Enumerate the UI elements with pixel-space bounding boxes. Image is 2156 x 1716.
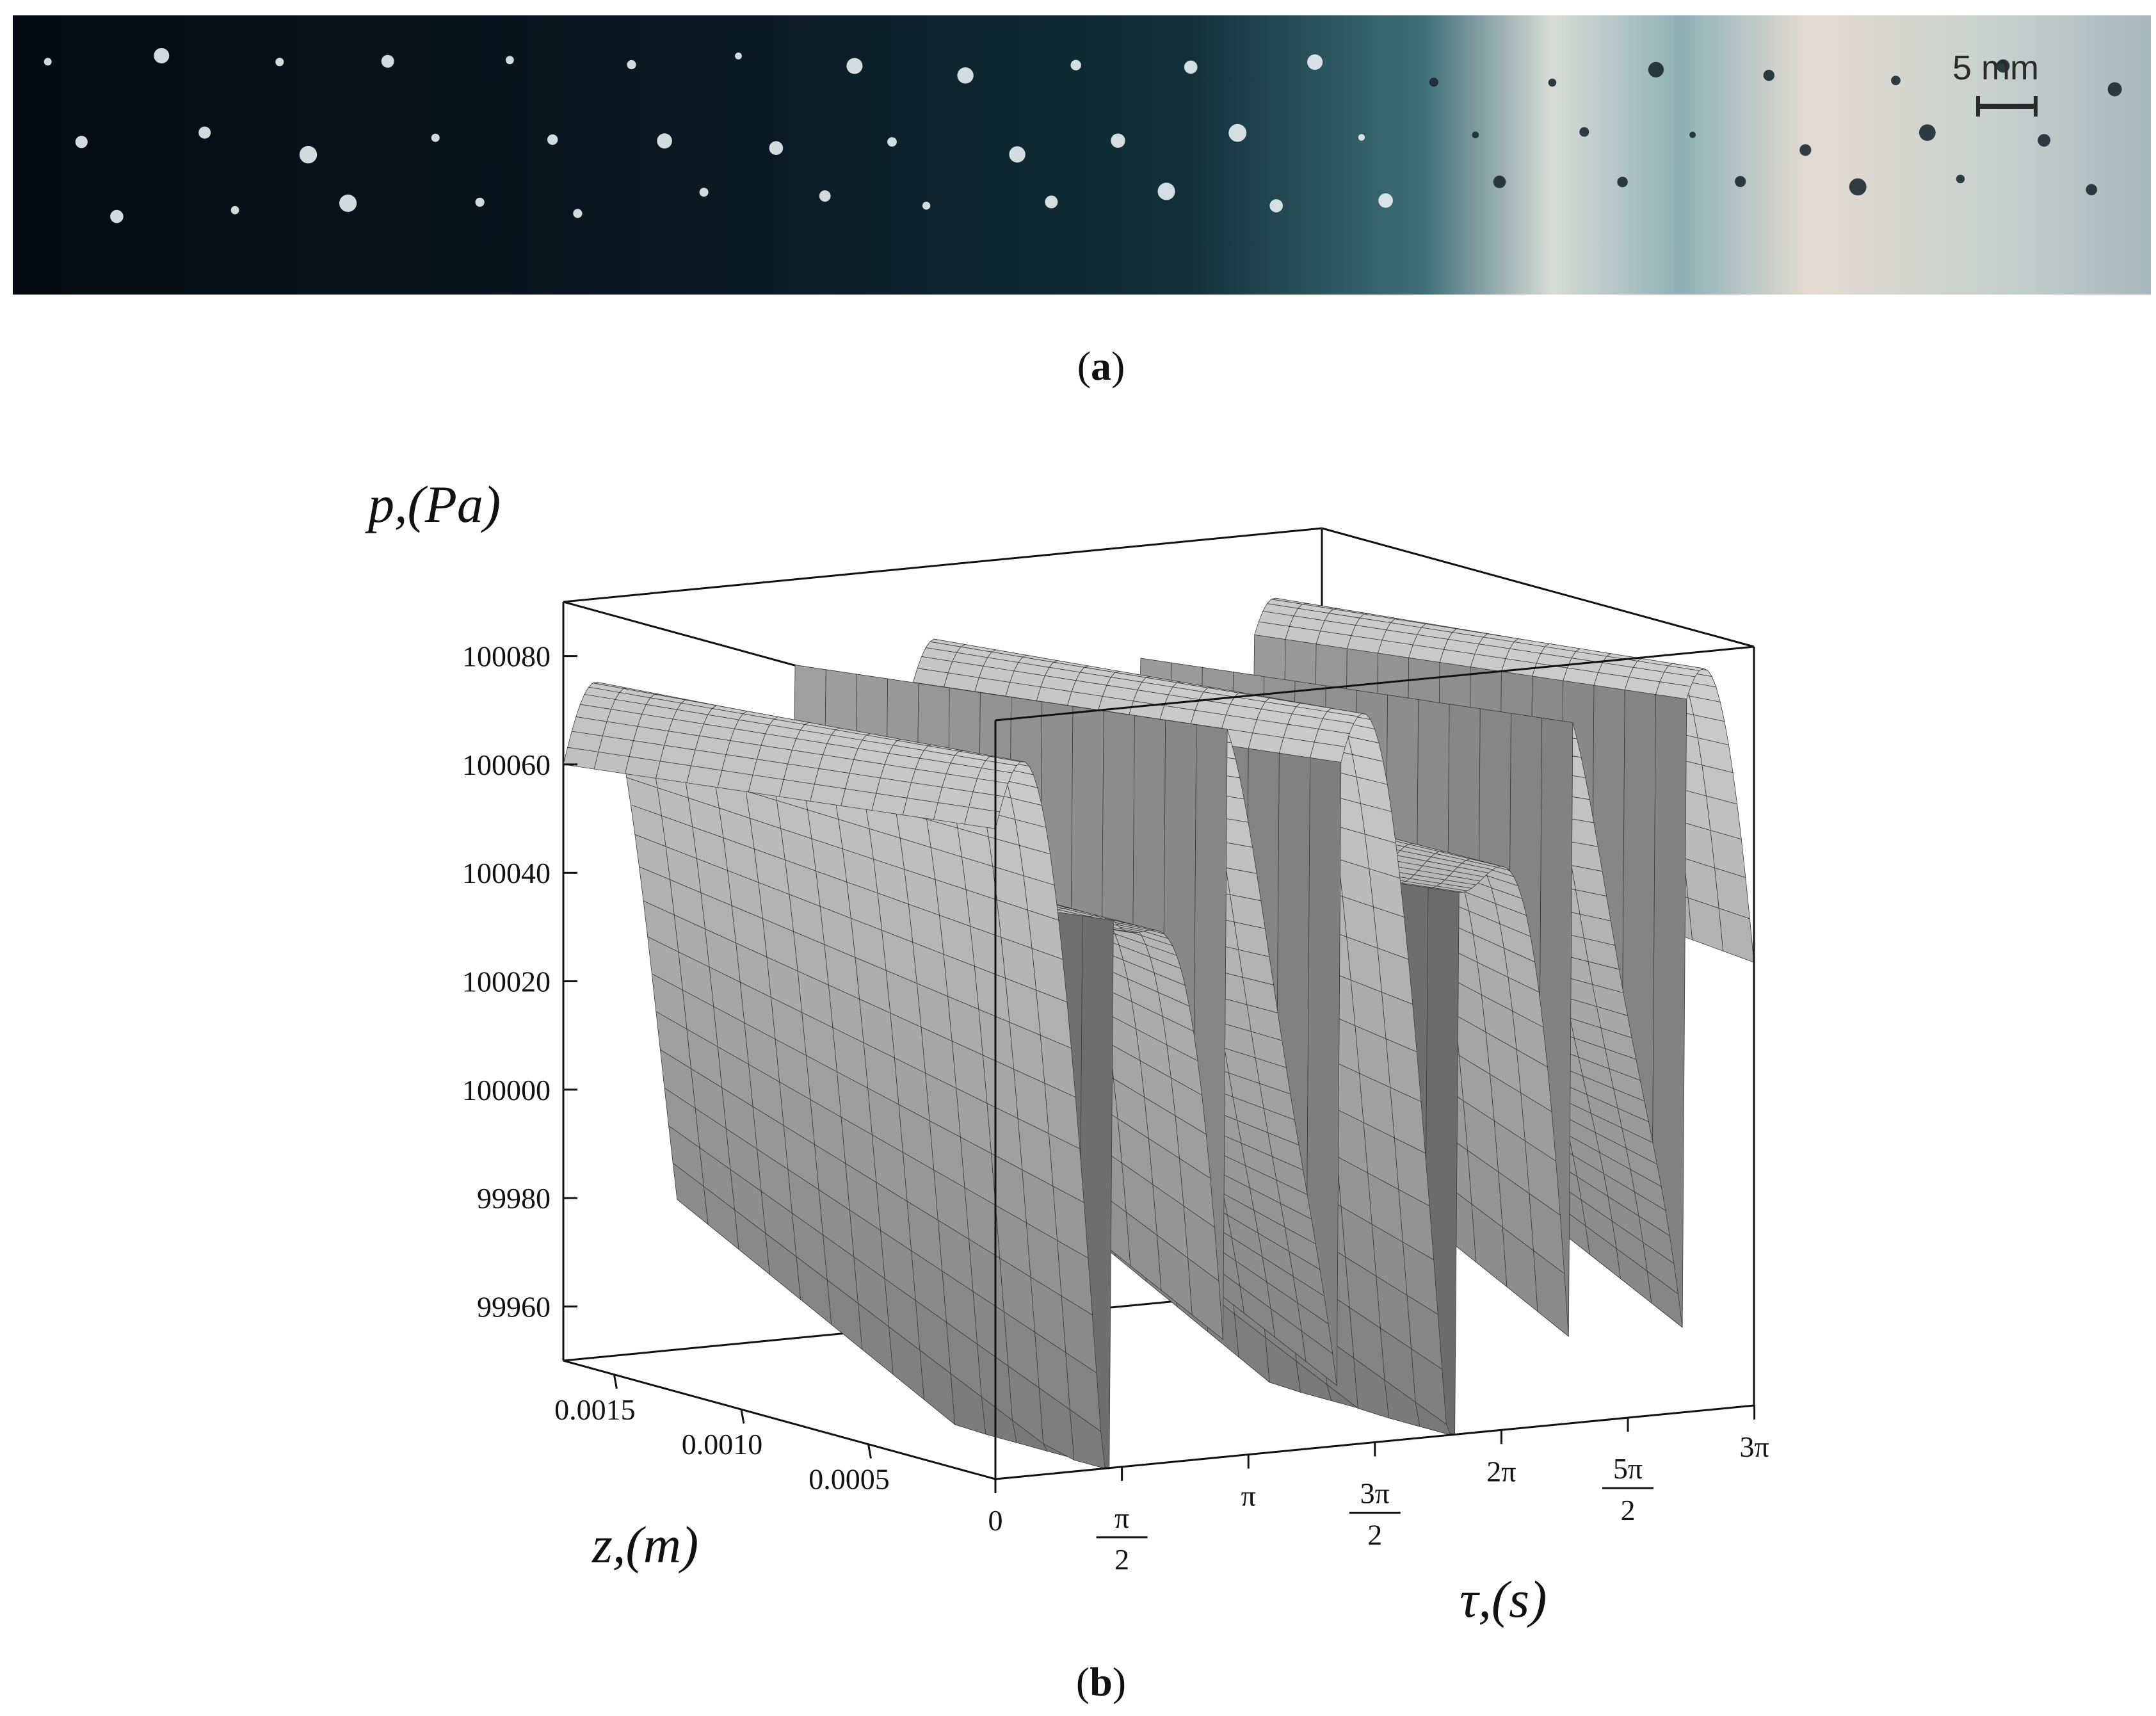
droplet — [1617, 177, 1628, 188]
droplet — [922, 202, 931, 210]
droplet — [1763, 70, 1774, 81]
caption-a: (a) — [1077, 343, 1125, 389]
droplet — [1735, 175, 1746, 188]
droplet — [957, 67, 974, 84]
droplet — [1956, 174, 1965, 184]
droplet — [1184, 60, 1198, 74]
droplet-photo: 5 mm — [13, 15, 2151, 295]
droplet — [154, 48, 170, 63]
droplet — [1045, 195, 1058, 209]
z-tick-label: 0.0005 — [808, 1463, 890, 1496]
box-edge — [1321, 527, 1755, 648]
z-tick-label: 0.0010 — [682, 1428, 763, 1461]
x-axis-title: τ,(s) — [1460, 1570, 1547, 1628]
droplet — [2038, 134, 2051, 147]
droplet — [819, 190, 831, 202]
droplet — [887, 137, 897, 147]
droplet — [699, 188, 709, 197]
droplet — [431, 133, 440, 142]
p-tick-label: 100040 — [462, 857, 551, 889]
droplet — [1891, 76, 1901, 86]
droplet — [475, 197, 485, 207]
y-axis-title: z,(m) — [591, 1516, 698, 1574]
tau-tick-label: 3π — [1360, 1477, 1390, 1509]
droplet — [1996, 59, 2010, 73]
droplet — [230, 206, 239, 214]
droplet — [2107, 82, 2122, 97]
z-tick — [613, 1374, 618, 1389]
droplet — [381, 54, 394, 68]
tau-tick-label: 2 — [1367, 1518, 1382, 1551]
scale-bar: 5 mm — [1952, 49, 2039, 117]
droplet — [198, 126, 211, 139]
droplet — [1378, 193, 1393, 208]
droplet — [1548, 78, 1557, 87]
z-tick — [867, 1444, 872, 1459]
box-edge — [995, 645, 1755, 722]
surface-chart: 100080 100060 100040 100020 100000 99980 99960… — [0, 359, 2156, 1668]
droplet — [1157, 182, 1175, 200]
caption-b: (b) — [1075, 1659, 1127, 1704]
droplet — [2086, 184, 2097, 196]
droplet — [44, 58, 52, 66]
p-tick-label: 99960 — [477, 1290, 551, 1323]
droplet — [1358, 134, 1365, 141]
droplet — [1799, 144, 1812, 156]
droplets-group — [44, 48, 2122, 223]
droplet — [1849, 178, 1867, 196]
surface-patch — [964, 807, 1001, 829]
droplet — [1111, 133, 1125, 148]
axis-ticks: 100080 100060 100040 100020 100000 99980 99960… — [462, 640, 1769, 1576]
z-tick — [740, 1409, 745, 1424]
tau-tick-label: 5π — [1613, 1452, 1643, 1485]
droplet — [769, 141, 784, 155]
droplet — [1307, 54, 1323, 70]
droplet — [1228, 124, 1247, 142]
droplet — [573, 209, 583, 218]
p-tick-label: 99980 — [477, 1182, 551, 1215]
z-tick-label: 0.0015 — [554, 1393, 636, 1426]
p-tick-label: 100060 — [462, 749, 551, 781]
photo-background — [13, 15, 2151, 295]
tau-tick-label: 2 — [1114, 1543, 1129, 1576]
droplet — [1919, 124, 1936, 142]
tau-tick-label: 0 — [988, 1504, 1003, 1537]
droplet — [275, 58, 284, 67]
droplet — [627, 60, 636, 70]
droplet — [1070, 60, 1081, 70]
droplet — [1579, 127, 1589, 137]
tau-tick-label: π — [1241, 1480, 1256, 1512]
p-tick-label: 100080 — [462, 640, 551, 673]
droplet — [110, 209, 124, 223]
tau-tick-label: π — [1114, 1502, 1129, 1534]
droplet — [299, 145, 318, 164]
tau-tick-label: 3π — [1739, 1430, 1769, 1463]
droplet — [547, 134, 558, 145]
droplet — [1429, 77, 1438, 87]
z-axis-title: p,(Pa) — [365, 475, 501, 533]
box-edge — [563, 527, 1323, 603]
droplet — [1472, 131, 1479, 138]
droplet — [846, 58, 863, 74]
pressure-surface — [563, 597, 1755, 1469]
tau-tick-label: 2 — [1621, 1494, 1636, 1526]
droplet — [75, 136, 88, 149]
droplet — [1648, 61, 1664, 77]
box-edge — [563, 1359, 996, 1480]
droplet — [339, 194, 357, 212]
droplet — [735, 53, 742, 60]
droplet — [1009, 146, 1026, 163]
droplet — [1689, 131, 1696, 138]
droplet — [1269, 199, 1283, 213]
p-tick-label: 100000 — [462, 1074, 551, 1106]
droplet — [1493, 175, 1506, 188]
droplet — [657, 133, 672, 149]
droplet — [506, 56, 514, 65]
tau-tick-label: 2π — [1486, 1455, 1516, 1487]
scale-bar-label: 5 mm — [1952, 49, 2039, 87]
p-tick-label: 100020 — [462, 966, 551, 998]
